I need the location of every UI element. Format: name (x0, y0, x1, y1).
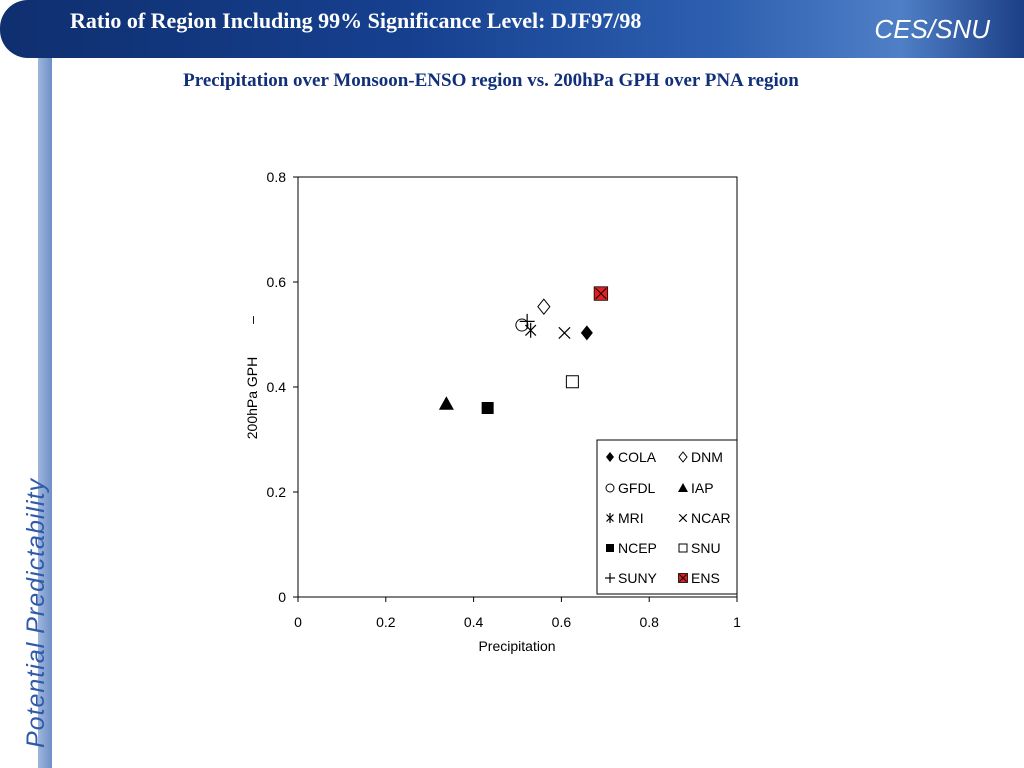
point-ncar (558, 326, 571, 339)
legend-label: COLA (618, 449, 657, 465)
y-axis-dash: – (244, 316, 260, 324)
legend-label: DNM (691, 449, 723, 465)
y-axis-label: 200hPa GPH (244, 357, 260, 440)
legend-label: NCEP (618, 540, 657, 556)
point-ncep (481, 402, 494, 414)
left-accent-bar (38, 0, 52, 768)
legend-label: SNU (691, 540, 721, 556)
legend-item-cola: COLA (606, 449, 657, 465)
x-tick-label: 0.2 (376, 614, 396, 630)
y-tick-label: 0.2 (267, 484, 287, 500)
x-axis-label: Precipitation (478, 638, 555, 654)
x-tick-label: 0.8 (639, 614, 659, 630)
legend-label: NCAR (691, 510, 731, 526)
point-cola (580, 325, 593, 341)
legend-label: MRI (618, 510, 644, 526)
legend-label: GFDL (618, 480, 656, 496)
point-iap (438, 396, 454, 410)
x-tick-label: 0.6 (552, 614, 572, 630)
legend-item-ncep: NCEP (606, 540, 657, 556)
legend-item-suny: SUNY (605, 570, 658, 586)
legend-item-gfdl: GFDL (605, 480, 656, 496)
legend-label: IAP (691, 480, 714, 496)
y-tick-label: 0.8 (267, 169, 287, 185)
legend-item-snu: SNU (678, 540, 721, 556)
x-tick-label: 0 (294, 614, 302, 630)
point-snu (565, 375, 579, 389)
y-tick-label: 0.4 (267, 379, 287, 395)
legend-item-iap: IAP (678, 480, 714, 496)
y-tick-label: 0.6 (267, 274, 287, 290)
legend-box (596, 439, 738, 595)
legend-label: SUNY (618, 570, 658, 586)
point-ens (593, 286, 609, 301)
point-suny (519, 313, 535, 329)
point-dnm (537, 298, 551, 315)
x-tick-label: 0.4 (464, 614, 484, 630)
legend-item-ens: ENS (678, 570, 720, 586)
y-tick-label: 0 (278, 589, 286, 605)
legend-item-mri: MRI (606, 510, 644, 526)
point-gfdl (515, 318, 529, 332)
title-bar: Ratio of Region Including 99% Significan… (0, 0, 1024, 58)
x-tick-label: 1 (733, 614, 741, 630)
slide-title: Ratio of Region Including 99% Significan… (70, 8, 642, 33)
legend-label: ENS (691, 570, 720, 586)
brand-label: CES/SNU (874, 14, 990, 44)
legend-item-ncar: NCAR (678, 510, 731, 526)
legend-item-dnm: DNM (678, 449, 723, 465)
chart-subtitle: Precipitation over Monsoon-ENSO region v… (183, 70, 799, 91)
